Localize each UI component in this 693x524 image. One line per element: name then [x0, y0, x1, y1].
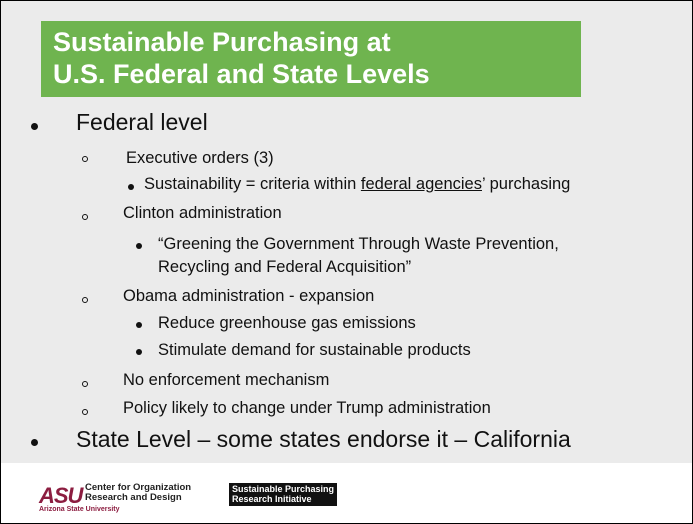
bullet-text: Recycling and Federal Acquisition” — [158, 258, 412, 276]
bullet-text: Reduce greenhouse gas emissions — [158, 314, 416, 332]
bullet-text: Obama administration - expansion — [123, 287, 375, 305]
bullet-text: No enforcement mechanism — [123, 371, 330, 389]
sub-bullet — [82, 214, 88, 220]
sub-bullet — [82, 409, 88, 415]
text-part: Sustainability = criteria within — [144, 175, 361, 193]
initiative-line: Sustainable Purchasing — [232, 484, 335, 494]
title-line: Sustainable Purchasing at — [53, 27, 391, 57]
sub-bullet — [82, 381, 88, 387]
bullet — [136, 243, 142, 249]
bullet-text: Federal level — [76, 109, 208, 135]
initiative-logo: Sustainable Purchasing Research Initiati… — [229, 483, 338, 506]
text-part: ’ purchasing — [481, 175, 571, 193]
bullet-text: Executive orders (3) — [126, 149, 274, 167]
bullet — [136, 349, 142, 355]
bullet-text: Sustainability = criteria within federal… — [144, 175, 570, 194]
sub-bullet — [82, 297, 88, 303]
title-box: Sustainable Purchasing at U.S. Federal a… — [41, 21, 581, 97]
sub-bullet — [82, 156, 88, 162]
university: Arizona State University — [39, 506, 120, 513]
center-line: Research and Design — [85, 492, 182, 503]
bullet — [136, 322, 142, 328]
bullet-text: Policy likely to change under Trump admi… — [123, 399, 491, 417]
bullet-text: Clinton administration — [123, 204, 282, 222]
bullet-text: Stimulate demand for sustainable product… — [158, 341, 471, 359]
title-line: U.S. Federal and State Levels — [53, 59, 430, 89]
center-name: Center for Organization Research and Des… — [85, 483, 191, 503]
bullet-text: State Level – some states endorse it – C… — [76, 426, 571, 452]
bullet — [128, 184, 134, 190]
underlined-text: federal agencies — [360, 175, 482, 193]
center-line: Center for Organization — [85, 482, 192, 493]
bullet — [31, 439, 38, 446]
footer: ASU Center for Organization Research and… — [1, 463, 692, 523]
bullet — [31, 123, 38, 130]
bullet-text: “Greening the Government Through Waste P… — [158, 235, 559, 253]
initiative-line: Research Initiative — [232, 493, 312, 504]
asu-logo: ASU — [39, 483, 83, 508]
